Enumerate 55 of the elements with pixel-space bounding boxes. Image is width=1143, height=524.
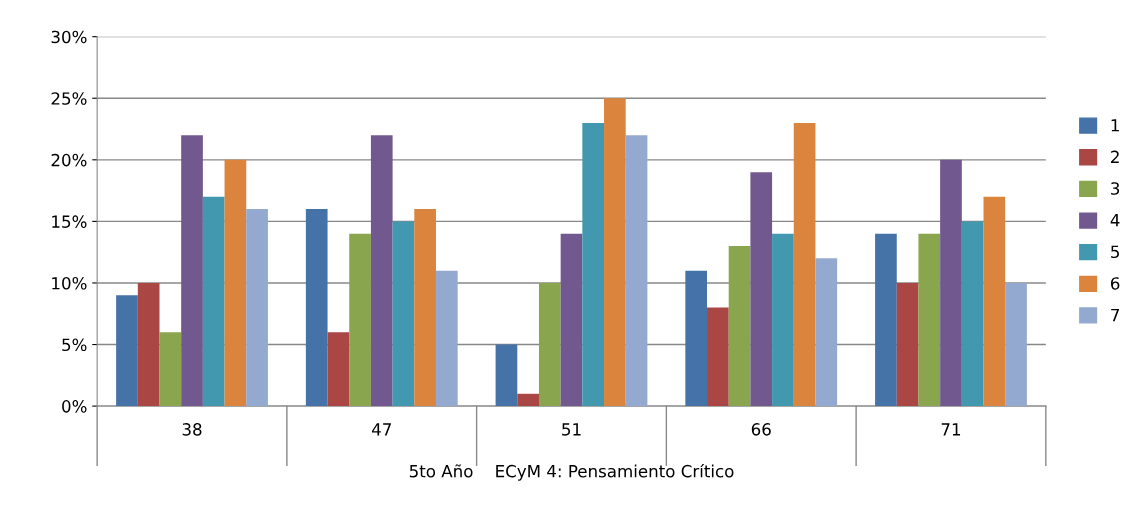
legend-label: 1 — [1111, 119, 1119, 132]
bar — [305, 209, 328, 407]
bar — [875, 233, 897, 407]
y-tick-label: 10% — [52, 276, 87, 290]
bar — [538, 282, 561, 407]
y-tick-label: 0% — [62, 400, 87, 413]
bar — [327, 332, 350, 407]
bar — [370, 135, 393, 407]
y-tick-label: 5% — [62, 338, 87, 352]
bar — [685, 270, 708, 407]
bar — [159, 332, 182, 407]
legend-label: 5 — [1111, 245, 1119, 259]
bar — [815, 258, 838, 407]
legend-label: 4 — [1110, 214, 1120, 227]
bar — [918, 233, 941, 407]
bar — [116, 295, 138, 407]
bar — [750, 172, 773, 407]
bar — [495, 344, 518, 407]
y-tick-label: 25% — [51, 92, 87, 105]
x-tick-label: 66 — [751, 423, 771, 436]
bar — [1005, 282, 1027, 407]
y-tick-label: 15% — [52, 215, 87, 228]
bar — [772, 233, 794, 407]
bar — [940, 159, 962, 407]
bar — [604, 98, 626, 407]
bar — [983, 196, 1006, 407]
legend-label: 7 — [1111, 308, 1119, 322]
bar — [414, 209, 436, 407]
y-tick-label: 20% — [51, 153, 87, 167]
x-tick-label: 47 — [371, 423, 391, 436]
bar — [181, 135, 203, 407]
bar — [582, 122, 605, 407]
legend-label: 3 — [1111, 182, 1120, 195]
bar — [246, 209, 268, 407]
bar — [793, 122, 816, 407]
bar — [435, 270, 458, 407]
bar — [517, 393, 539, 407]
x-tick-label: 51 — [562, 423, 581, 436]
bar — [625, 135, 648, 407]
bar — [896, 282, 919, 407]
bar — [349, 233, 371, 407]
bar — [961, 221, 984, 407]
bar — [202, 196, 225, 407]
x-tick-label: 38 — [182, 423, 202, 436]
bar — [707, 307, 729, 407]
bar — [560, 233, 583, 407]
x-tick-label: 71 — [941, 423, 961, 436]
bar — [224, 159, 247, 407]
bar — [728, 246, 751, 407]
bar — [392, 221, 415, 407]
x-axis-title: 5to Año ECyM 4: Pensamiento Crítico — [409, 463, 734, 481]
y-tick-label: 30% — [51, 30, 87, 44]
legend-label: 2 — [1111, 150, 1119, 163]
bar — [137, 282, 160, 407]
legend-label: 6 — [1110, 277, 1120, 290]
